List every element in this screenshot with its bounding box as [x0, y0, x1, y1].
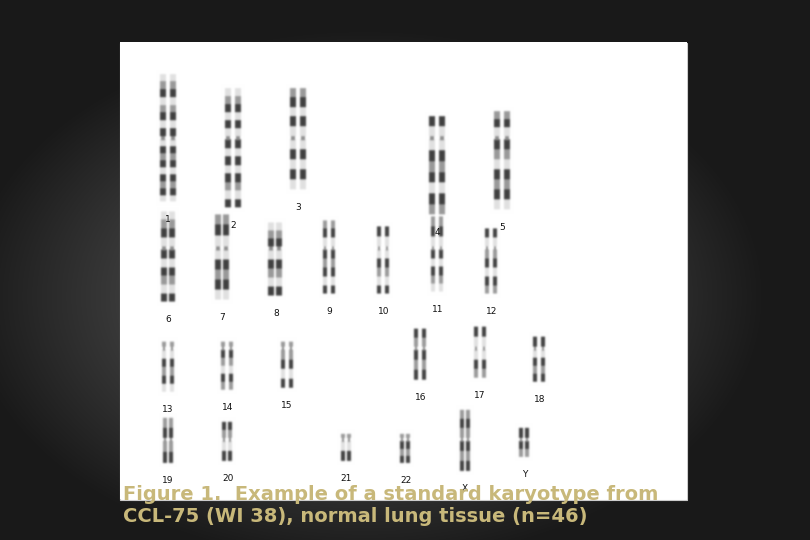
Text: 8: 8 [273, 308, 279, 318]
Text: 4: 4 [435, 228, 440, 237]
Text: 11: 11 [432, 305, 443, 314]
Text: 1: 1 [165, 215, 171, 224]
Text: 18: 18 [534, 395, 545, 404]
Text: X: X [463, 484, 468, 493]
Text: Y: Y [522, 470, 527, 479]
Text: CCL-75 (WI 38), normal lung tissue (n=46): CCL-75 (WI 38), normal lung tissue (n=46… [123, 508, 587, 526]
Text: 5: 5 [500, 223, 505, 232]
Text: 13: 13 [162, 405, 174, 414]
Text: 3: 3 [296, 203, 301, 212]
Text: 2: 2 [231, 221, 236, 230]
Text: 19: 19 [162, 476, 174, 485]
Text: 20: 20 [222, 474, 233, 483]
Text: 9: 9 [326, 307, 333, 315]
Text: 15: 15 [281, 401, 293, 410]
Text: 21: 21 [340, 474, 352, 483]
Text: 10: 10 [377, 307, 390, 315]
Bar [120, 43, 687, 500]
Text: Figure 1.  Example of a standard karyotype from: Figure 1. Example of a standard karyotyp… [123, 485, 659, 504]
Text: 22: 22 [400, 476, 411, 485]
Text: 12: 12 [485, 307, 497, 315]
Text: 14: 14 [222, 403, 233, 412]
Text: 6: 6 [165, 315, 171, 323]
Text: 16: 16 [415, 393, 426, 402]
Text: 17: 17 [474, 391, 486, 400]
Text: 7: 7 [219, 313, 225, 322]
